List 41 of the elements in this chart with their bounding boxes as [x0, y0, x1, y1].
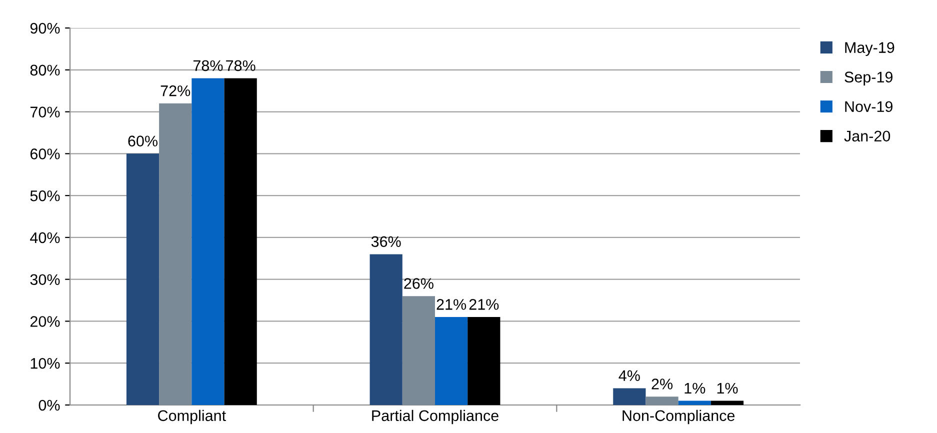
data-label: 26% — [404, 278, 434, 289]
y-tick-label: 60% — [30, 148, 60, 160]
data-label: 78% — [193, 60, 223, 72]
bar — [710, 400, 744, 405]
bar — [402, 296, 435, 405]
bar — [224, 78, 257, 405]
data-label: 21% — [436, 299, 466, 310]
y-tick-label: 70% — [30, 106, 60, 118]
bar — [613, 388, 646, 405]
bar — [159, 103, 192, 405]
data-label: 2% — [652, 378, 673, 390]
legend-label: Sep-19 — [844, 72, 893, 86]
bar — [370, 254, 402, 405]
data-label: 21% — [469, 299, 499, 310]
bar — [468, 317, 500, 405]
y-tick-label: 80% — [30, 64, 60, 76]
legend-label: Nov-19 — [845, 101, 892, 112]
bar — [192, 78, 224, 405]
bar — [678, 400, 711, 405]
data-label: 78% — [226, 60, 256, 72]
data-label: 72% — [160, 85, 190, 96]
bar — [126, 154, 160, 405]
legend-label: Jan-20 — [844, 130, 890, 142]
legend-label: May-19 — [845, 42, 894, 56]
x-tick-label: Compliant — [158, 410, 226, 424]
bar — [646, 396, 678, 405]
y-tick-label: 20% — [30, 316, 60, 327]
x-tick-label: Non-Compliance — [622, 410, 735, 424]
data-label: 60% — [128, 136, 158, 146]
y-tick-label: 30% — [30, 274, 60, 286]
data-label: 36% — [371, 236, 401, 248]
data-label: 1% — [684, 382, 706, 394]
y-tick-label: 0% — [38, 400, 60, 411]
y-tick-label: 50% — [30, 190, 60, 202]
data-label: 1% — [717, 382, 738, 394]
y-tick-label: 90% — [30, 22, 60, 34]
y-tick-label: 10% — [30, 358, 60, 369]
x-tick-label: Partial Compliance — [372, 410, 498, 424]
y-tick-label: 40% — [30, 232, 60, 244]
bar — [435, 317, 468, 405]
data-label: 4% — [618, 370, 640, 381]
